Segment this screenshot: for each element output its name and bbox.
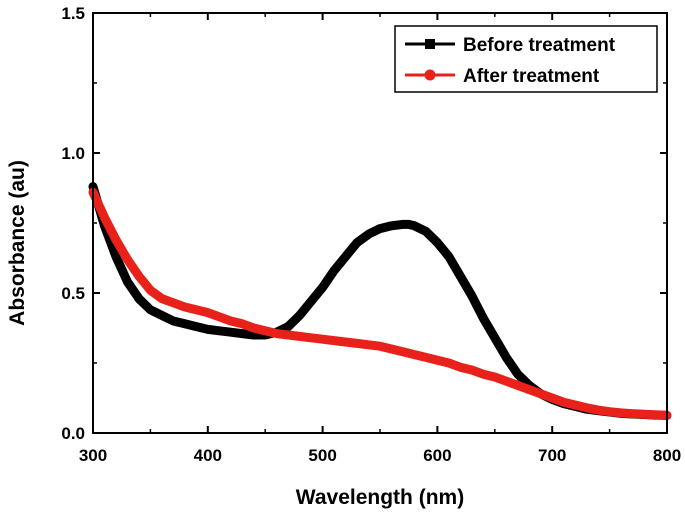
y-axis-title: Absorbance (au) (6, 160, 29, 326)
x-tick-label: 600 (423, 446, 451, 465)
legend-frame (394, 25, 658, 93)
x-tick-label: 300 (79, 446, 107, 465)
y-tick-label: 1.0 (61, 144, 85, 163)
y-tick-label: 0.0 (61, 424, 85, 443)
series-line-1 (88, 187, 672, 420)
legend-label-after: After treatment (463, 66, 600, 87)
x-axis-title: Wavelength (nm) (296, 486, 464, 509)
legend-marker-before (425, 39, 435, 49)
axis-ticks (92, 12, 668, 434)
x-tick-label: 800 (653, 446, 681, 465)
x-tick-label: 500 (308, 446, 336, 465)
x-tick-label: 400 (194, 446, 222, 465)
y-tick-label: 1.5 (61, 4, 85, 23)
axis-tick-labels: 300 400 500 600 700 800 0.0 0.5 1.0 1.5 (61, 4, 681, 465)
legend-label-before: Before treatment (463, 35, 616, 56)
legend-marker-after (424, 69, 436, 81)
legend: Before treatment After treatment (394, 25, 658, 93)
plot-lines (88, 182, 672, 420)
y-tick-label: 0.5 (61, 284, 85, 303)
x-tick-label: 700 (538, 446, 566, 465)
